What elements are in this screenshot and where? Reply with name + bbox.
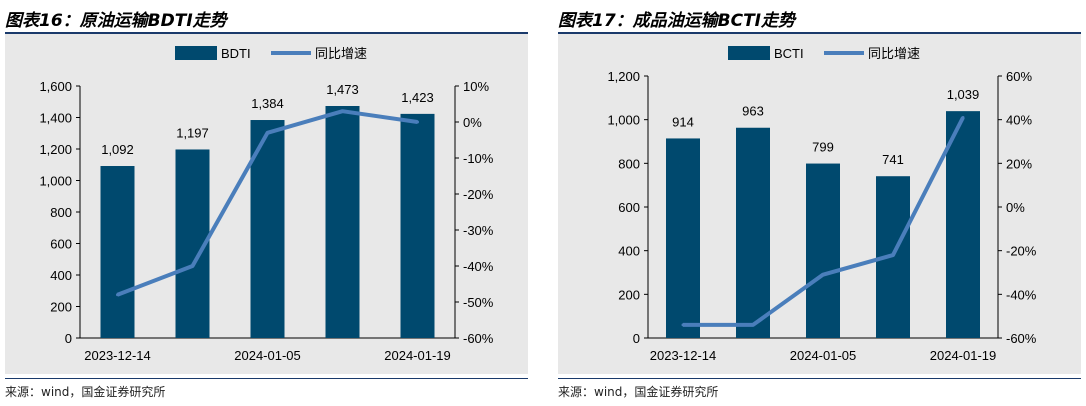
growth-rate-point	[341, 109, 344, 113]
source-divider	[558, 378, 1081, 379]
bcti-chart: 0 200 400 600 800 1,000 1,200 -60% -40% -20% 0% 20%…	[607, 46, 1037, 363]
bar	[736, 127, 770, 339]
left-tick-label: 200	[50, 300, 72, 315]
bar-value-label: 1,039	[947, 87, 980, 102]
x-tick-label: 2023-12-14	[84, 348, 151, 363]
growth-rate-point	[891, 253, 895, 257]
growth-rate-point	[961, 115, 965, 119]
left-tick-label: 0	[633, 331, 640, 346]
right-tick-label: -60%	[1006, 331, 1037, 346]
bar-value-label: 1,384	[251, 96, 284, 111]
left-tick-label: 1,400	[39, 111, 72, 126]
left-tick-label: 400	[50, 268, 72, 283]
right-tick-label: 60%	[1006, 69, 1032, 84]
bar-value-label: 741	[882, 152, 904, 167]
legend-line-label: 同比增速	[315, 46, 367, 61]
bar-value-label: 963	[742, 104, 764, 119]
left-tick-label: 600	[50, 237, 72, 252]
left-tick-label: 1,200	[607, 69, 640, 84]
bar-value-label: 1,423	[401, 90, 434, 105]
legend-line-label: 同比增速	[868, 46, 920, 61]
left-tick-label: 600	[618, 200, 640, 215]
source-note: 来源：wind，国金证券研究所	[558, 385, 719, 399]
right-tick-label: -50%	[463, 295, 494, 310]
left-tick-label: 1,000	[39, 174, 72, 189]
x-tick-label: 2024-01-05	[790, 348, 857, 363]
bar	[946, 111, 980, 338]
left-tick-label: 1,600	[39, 79, 72, 94]
bar	[100, 166, 135, 338]
right-tick-label: 40%	[1006, 113, 1032, 128]
growth-rate-point	[191, 264, 194, 268]
source-divider	[5, 378, 528, 379]
bar-value-label: 799	[812, 140, 834, 155]
source-note: 来源：wind，国金证券研究所	[5, 385, 166, 399]
bar	[666, 138, 700, 338]
chart-title: 图表17：成品油运输BCTI走势	[558, 11, 796, 31]
legend-bar-label: BDTI	[221, 46, 251, 61]
right-tick-label: -20%	[1006, 244, 1037, 259]
x-tick-label: 2024-01-19	[930, 348, 997, 363]
chart-title: 图表16：原油运输BDTI走势	[5, 11, 227, 31]
bdti-chart: 0 200 400 600 800 1,000 1,200 1,400 1,600 -60% -50…	[39, 46, 494, 363]
x-tick-label: 2023-12-14	[650, 348, 717, 363]
left-tick-label: 200	[618, 287, 640, 302]
right-tick-label: -10%	[463, 151, 494, 166]
right-tick-label: 0%	[1006, 200, 1025, 215]
x-tick-label: 2024-01-05	[234, 348, 301, 363]
left-tick-label: 1,200	[39, 142, 72, 157]
right-tick-label: -60%	[463, 331, 494, 346]
growth-rate-point	[416, 120, 419, 124]
growth-rate-point	[266, 131, 269, 135]
bar-value-label: 1,197	[176, 125, 209, 140]
right-tick-label: -30%	[463, 223, 494, 238]
left-tick-label: 800	[618, 156, 640, 171]
right-tick-label: -40%	[1006, 287, 1037, 302]
right-tick-label: 20%	[1006, 156, 1032, 171]
chart-panel-bdti: 图表16：原油运输BDTI走势 0 200 400 600 800 1,000 1,200 1…	[5, 0, 535, 406]
bar-value-label: 914	[672, 114, 694, 129]
right-tick-label: -20%	[463, 187, 494, 202]
chart-area: 0 200 400 600 800 1,000 1,200 1,400 1,600 -60% -50…	[5, 34, 528, 374]
left-tick-label: 400	[618, 244, 640, 259]
growth-rate-point	[116, 293, 119, 297]
x-tick-label: 2024-01-19	[384, 348, 451, 363]
bar-value-label: 1,473	[326, 82, 359, 97]
chart-area: 0 200 400 600 800 1,000 1,200 -60% -40% -20% 0% 20%…	[558, 34, 1081, 374]
left-tick-label: 1,000	[607, 113, 640, 128]
title-divider	[558, 32, 1081, 34]
legend-bar-label: BCTI	[774, 46, 804, 61]
growth-rate-point	[751, 323, 755, 327]
legend-bar-swatch	[728, 46, 770, 60]
bar	[400, 113, 435, 338]
right-tick-label: -40%	[463, 259, 494, 274]
title-divider	[5, 32, 528, 34]
bar-value-label: 1,092	[101, 142, 134, 157]
left-tick-label: 800	[50, 205, 72, 220]
legend-bar-swatch	[175, 46, 217, 60]
left-tick-label: 0	[65, 331, 72, 346]
right-tick-label: 0%	[463, 115, 482, 130]
bar	[806, 163, 840, 338]
growth-rate-point	[821, 273, 825, 277]
chart-panel-bcti: 图表17：成品油运输BCTI走势 0 200 400 600 800 1,000 1,200…	[558, 0, 1086, 406]
growth-rate-point	[681, 323, 685, 327]
right-tick-label: 10%	[463, 79, 489, 94]
bar	[325, 106, 360, 338]
